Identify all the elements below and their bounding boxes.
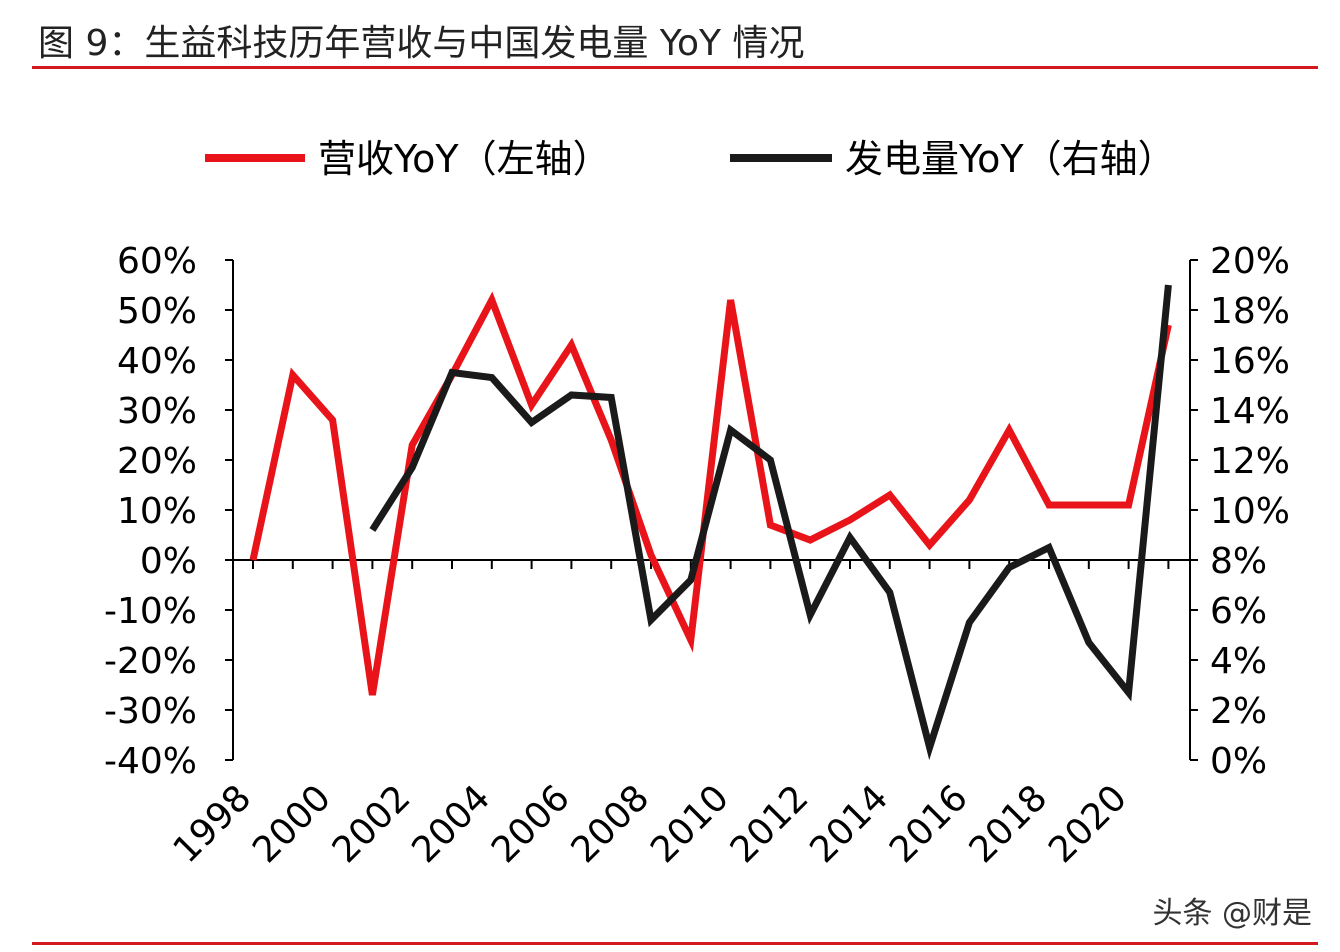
- x-tick-label: 1998: [166, 777, 260, 871]
- left-y-tick-label: -30%: [104, 691, 197, 732]
- left-y-tick-label: 50%: [117, 291, 197, 332]
- right-y-tick-label: 0%: [1210, 741, 1267, 782]
- x-tick-label: 2006: [484, 777, 578, 871]
- x-tick-label: 2004: [404, 777, 498, 871]
- x-tick-label: 2018: [962, 777, 1056, 871]
- left-y-tick-label: -10%: [104, 591, 197, 632]
- x-tick-label: 2000: [245, 777, 339, 871]
- right-y-tick-label: 16%: [1210, 341, 1290, 382]
- axes: [225, 259, 1198, 761]
- legend-label-power: 发电量YoY（右轴）: [845, 137, 1176, 181]
- left-y-tick-label: 10%: [117, 491, 197, 532]
- title-rule: [32, 66, 1318, 69]
- revenue-yoy-line: [249, 291, 1172, 696]
- right-y-tick-label: 20%: [1210, 241, 1290, 282]
- x-tick-label: 2016: [882, 777, 976, 871]
- watermark: 头条 @财是: [1152, 896, 1312, 931]
- x-tick-label: 2010: [643, 777, 737, 871]
- left-y-tick-label: 30%: [117, 391, 197, 432]
- figure-title: 图 9：生益科技历年营收与中国发电量 YoY 情况: [38, 23, 805, 64]
- legend: 营收YoY（左轴） 发电量YoY（右轴）: [205, 137, 1176, 181]
- left-y-tick-label: -20%: [104, 641, 197, 682]
- x-tick-label: 2012: [723, 777, 817, 871]
- left-y-tick-label: 40%: [117, 341, 197, 382]
- right-y-tick-label: 10%: [1210, 491, 1290, 532]
- x-tick-label: 2002: [325, 777, 419, 871]
- power-generation-yoy-line: [369, 284, 1172, 761]
- x-tick-label: 2020: [1041, 777, 1135, 871]
- legend-label-revenue: 营收YoY（左轴）: [318, 137, 611, 181]
- left-y-tick-label: 60%: [117, 241, 197, 282]
- x-tick-label: 2014: [802, 777, 896, 871]
- right-y-tick-label: 8%: [1210, 541, 1267, 582]
- footer-rule: [32, 942, 1318, 945]
- right-y-tick-label: 4%: [1210, 641, 1267, 682]
- right-y-tick-label: 18%: [1210, 291, 1290, 332]
- left-y-tick-label: 0%: [140, 541, 197, 582]
- x-tick-label: 2008: [564, 777, 658, 871]
- right-y-tick-label: 6%: [1210, 591, 1267, 632]
- left-y-tick-label: -40%: [104, 741, 197, 782]
- series-lines: [249, 284, 1172, 761]
- left-y-tick-label: 20%: [117, 441, 197, 482]
- right-y-tick-label: 14%: [1210, 391, 1290, 432]
- right-y-tick-label: 12%: [1210, 441, 1290, 482]
- right-y-tick-label: 2%: [1210, 691, 1267, 732]
